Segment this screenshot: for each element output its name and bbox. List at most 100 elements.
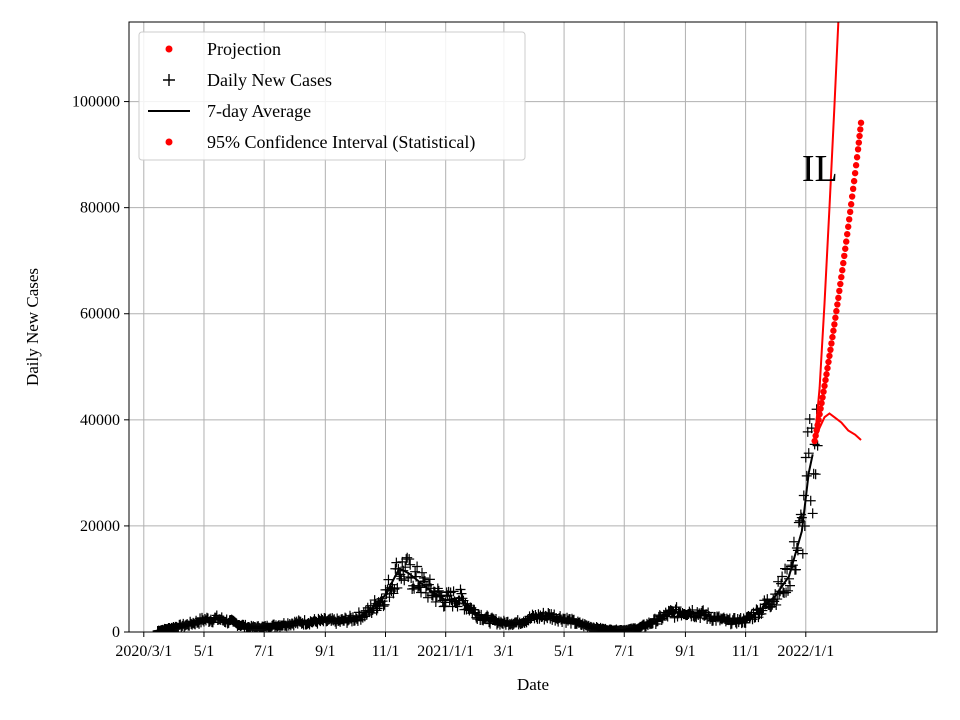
daily-case-marker <box>788 536 799 547</box>
y-tick-label: 20000 <box>80 518 120 535</box>
plot-series <box>152 22 865 632</box>
legend-marker-plus <box>163 74 175 86</box>
projection-point <box>850 177 858 185</box>
projection-point <box>838 273 845 281</box>
projection-point <box>852 162 860 169</box>
projection-point <box>818 399 825 407</box>
projection-point <box>844 230 851 238</box>
x-tick-label: 11/1 <box>372 643 400 660</box>
daily-case-marker <box>780 563 791 574</box>
daily-case-marker <box>772 594 783 605</box>
daily-case-marker <box>432 583 443 594</box>
x-axis-label: Date <box>517 675 549 694</box>
plot-area <box>152 22 865 632</box>
daily-case-marker <box>671 602 682 613</box>
projection-point <box>851 169 859 177</box>
y-axis-label: Daily New Cases <box>23 268 42 386</box>
legend-box <box>138 31 526 161</box>
x-axis: 2020/3/1 5/1 7/1 9/1 11/1 2021/1/1 3/1 5/1 7/1 9/… <box>115 632 834 660</box>
daily-case-marker <box>391 557 402 568</box>
projection-point <box>826 352 833 360</box>
y-tick-label: 0 <box>112 624 120 641</box>
x-tick-label: 2022/1/1 <box>777 643 834 660</box>
daily-case-marker <box>448 586 459 597</box>
daily-case-marker <box>410 566 421 577</box>
daily-case-marker <box>424 574 435 585</box>
y-tick-label: 60000 <box>80 306 120 323</box>
daily-case-marker <box>807 508 818 519</box>
x-tick-label: 2021/1/1 <box>417 643 474 660</box>
projection-point <box>834 301 841 308</box>
projection-point <box>823 371 830 378</box>
legend-marker-dot <box>165 45 173 53</box>
legend-label: Projection <box>207 39 281 59</box>
projection-point <box>836 287 843 295</box>
projection-point <box>815 416 822 424</box>
projection-point <box>821 382 828 390</box>
legend-label: 7-day Average <box>207 101 311 121</box>
daily-case-marker <box>430 596 441 607</box>
daily-case-marker <box>404 554 415 565</box>
x-tick-label: 2020/3/1 <box>115 643 172 660</box>
y-axis: 0 20000 40000 60000 80000 100000 <box>72 94 129 641</box>
projection-point <box>857 126 864 133</box>
daily-case-marker <box>798 490 809 501</box>
daily-case-marker <box>405 559 416 570</box>
projection-point <box>811 437 818 445</box>
daily-case-marker <box>402 552 413 563</box>
x-tick-label: 3/1 <box>494 643 514 660</box>
daily-case-marker <box>388 588 399 599</box>
daily-case-marker <box>420 587 431 598</box>
projection-point <box>817 405 824 412</box>
daily-case-marker <box>790 564 801 575</box>
projection-point <box>819 394 826 401</box>
x-tick-label: 5/1 <box>194 643 214 660</box>
projection-point <box>814 421 821 429</box>
seven-day-average-line <box>157 454 814 632</box>
x-tick-label: 5/1 <box>554 643 574 660</box>
y-tick-label: 80000 <box>80 200 120 217</box>
projection-point <box>825 358 832 366</box>
daily-case-marker <box>455 584 466 595</box>
projection-point <box>843 238 850 245</box>
state-annotation: IL <box>802 148 838 190</box>
daily-case-marker <box>812 440 823 451</box>
projection-point <box>829 333 836 341</box>
daily-case-marker <box>417 567 428 578</box>
daily-case-marker <box>804 414 815 425</box>
projection-point <box>837 280 844 288</box>
daily-case-marker <box>797 548 808 559</box>
daily-case-marker <box>378 601 389 612</box>
projection-point <box>813 427 820 434</box>
projection-point <box>840 259 847 267</box>
projection-point <box>855 139 863 146</box>
projection-point <box>824 364 831 372</box>
projection-point <box>841 252 848 260</box>
daily-case-marker <box>422 592 433 603</box>
daily-case-marker <box>777 571 788 582</box>
daily-case-marker <box>687 605 698 616</box>
projection-point <box>849 185 857 193</box>
confidence-upper-line <box>813 22 840 442</box>
daily-case-marker <box>805 495 816 506</box>
projection-point <box>812 432 819 439</box>
projection-point <box>833 307 840 315</box>
projection-point <box>839 267 846 274</box>
projection-point <box>827 346 834 354</box>
legend-label: 95% Confidence Interval (Statistical) <box>207 132 475 153</box>
legend-label: Daily New Cases <box>207 70 332 90</box>
daily-case-marker <box>371 605 382 616</box>
daily-case-marker <box>801 470 812 481</box>
projection-series <box>811 119 865 445</box>
y-tick-label: 40000 <box>80 412 120 429</box>
legend-marker-dot <box>165 138 173 146</box>
daily-case-marker <box>765 602 776 613</box>
daily-case-marker <box>379 599 390 610</box>
projection-point <box>854 146 862 153</box>
daily-case-marker <box>412 561 423 572</box>
projection-point <box>831 321 838 328</box>
x-tick-label: 11/1 <box>732 643 760 660</box>
legend: Projection Daily New Cases 7-day Average 95… <box>138 31 526 161</box>
confidence-lower-line <box>813 412 862 442</box>
